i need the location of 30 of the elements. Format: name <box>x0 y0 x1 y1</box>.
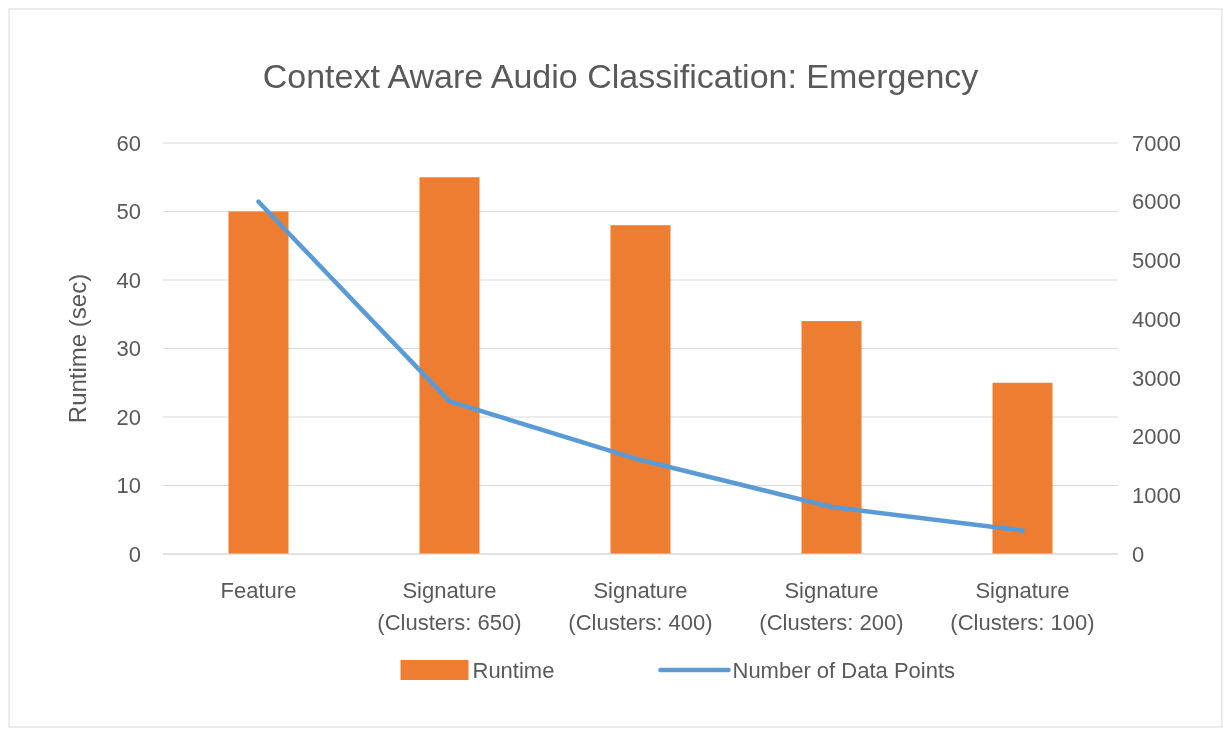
y-tick-label: 60 <box>116 130 141 156</box>
y-tick-label: 10 <box>116 473 141 499</box>
line-series <box>256 199 1025 533</box>
legend-label: Runtime <box>472 657 555 683</box>
x-tick-label: Signature (Clusters: 400) <box>568 578 713 635</box>
y2-tick-label: 1000 <box>1132 482 1181 508</box>
y2-tick-label: 4000 <box>1132 306 1181 332</box>
x-tick-label: Feature <box>220 578 297 603</box>
bar <box>610 225 671 554</box>
y-axis-title: Runtime (sec) <box>64 273 91 424</box>
x-tick-label: Signature (Clusters: 650) <box>377 578 522 635</box>
y-tick-label: 30 <box>116 336 141 362</box>
bar <box>801 321 862 554</box>
y2-tick-label: 0 <box>1132 541 1145 567</box>
y-tick-label: 0 <box>128 541 141 567</box>
y2-tick-label: 6000 <box>1132 189 1181 215</box>
bar <box>228 211 289 554</box>
x-tick-label: Signature (Clusters: 100) <box>950 578 1095 635</box>
y2-tick-label: 7000 <box>1132 130 1181 156</box>
bar <box>992 382 1053 554</box>
y2-tick-label: 5000 <box>1132 248 1181 274</box>
y-tick-label: 40 <box>116 267 141 293</box>
bar <box>419 177 480 554</box>
chart-title: Context Aware Audio Classification: Emergency <box>262 57 979 95</box>
y2-tick-label: 2000 <box>1132 424 1181 450</box>
legend-label: Number of Data Points <box>732 657 956 683</box>
y-tick-label: 50 <box>116 199 141 225</box>
y2-tick-label: 3000 <box>1132 365 1181 391</box>
x-tick-label: Signature (Clusters: 200) <box>759 578 904 635</box>
y-tick-label: 20 <box>116 404 141 430</box>
